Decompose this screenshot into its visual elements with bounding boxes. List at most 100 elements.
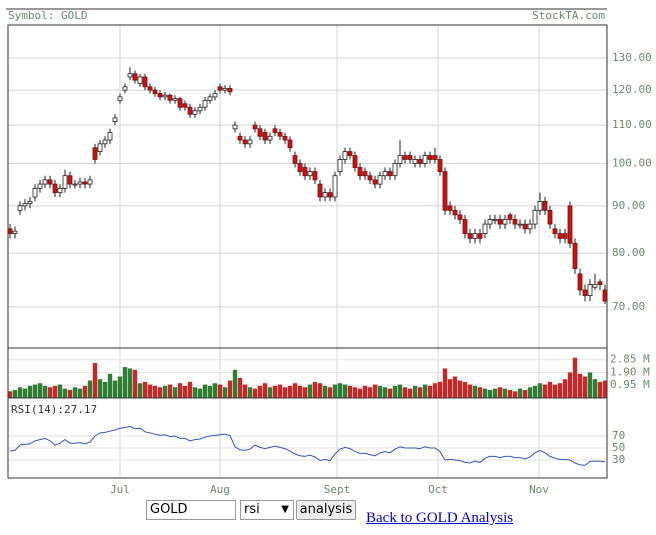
volume-bar xyxy=(187,381,193,398)
volume-bar xyxy=(472,385,478,398)
volume-bar xyxy=(42,385,48,398)
x-tick-label: Oct xyxy=(428,483,448,496)
symbol-input[interactable]: GOLD xyxy=(146,500,236,520)
indicator-select[interactable]: rsi ▼ xyxy=(240,500,294,520)
volume-bar xyxy=(202,384,208,398)
candle-body xyxy=(552,228,558,234)
candle-body xyxy=(532,209,538,225)
candle-body xyxy=(517,223,523,226)
volume-bar xyxy=(72,387,78,398)
candle-body xyxy=(332,175,338,198)
volume-bar xyxy=(142,381,148,398)
candle-body xyxy=(297,163,303,172)
volume-bar xyxy=(362,385,368,398)
volume-bar xyxy=(387,388,393,398)
volume-bar xyxy=(162,385,168,398)
volume-bar xyxy=(277,384,283,398)
candle-body xyxy=(102,139,108,145)
volume-bar xyxy=(122,367,128,398)
candle-body xyxy=(267,135,273,141)
volume-bar xyxy=(417,387,423,398)
volume-bar xyxy=(82,385,88,398)
volume-bar xyxy=(152,385,158,398)
volume-bar xyxy=(492,388,498,398)
volume-bar xyxy=(127,368,133,398)
candle-body xyxy=(312,171,318,181)
candle-body xyxy=(192,110,198,115)
volume-bar xyxy=(252,388,258,398)
volume-bar xyxy=(407,388,413,398)
volume-bar xyxy=(327,387,333,398)
candle-body xyxy=(57,187,63,194)
volume-bar xyxy=(192,387,198,398)
volume-bar xyxy=(522,389,528,398)
candle-body xyxy=(272,128,278,133)
candle-body xyxy=(327,192,333,198)
candle-body xyxy=(397,155,403,164)
volume-bar xyxy=(167,384,173,398)
candle-body xyxy=(577,273,583,291)
volume-bar xyxy=(112,380,118,398)
rsi-tick-label: 30 xyxy=(612,453,625,466)
candle-body xyxy=(77,181,83,185)
volume-bar xyxy=(97,379,103,398)
candle-body xyxy=(387,171,393,177)
candle-body xyxy=(287,139,293,149)
analysis-button[interactable]: analysis xyxy=(296,500,356,520)
candle-body xyxy=(212,93,218,98)
candle-body xyxy=(322,192,328,198)
candle-body xyxy=(522,223,528,230)
volume-bar xyxy=(482,388,488,398)
y-tick-label: 120.00 xyxy=(612,83,652,96)
candle-body xyxy=(62,175,68,189)
volume-bar xyxy=(292,383,298,398)
volume-bar xyxy=(567,372,573,398)
candle-body xyxy=(367,175,373,181)
candle-body xyxy=(447,205,453,211)
candle-body xyxy=(127,73,133,78)
candle-body xyxy=(97,143,103,152)
volume-bar xyxy=(377,385,383,398)
select-value: rsi xyxy=(244,502,260,517)
candle-body xyxy=(72,183,78,186)
volume-bar xyxy=(337,383,343,398)
y-tick-label: 100.00 xyxy=(612,156,652,169)
volume-bar xyxy=(357,388,363,398)
volume-bar xyxy=(462,381,468,398)
candle-body xyxy=(472,233,478,239)
volume-tick-label: 1.90 M xyxy=(610,365,650,378)
volume-bar xyxy=(257,385,263,398)
rsi-line xyxy=(9,425,606,466)
candle-body xyxy=(217,86,223,91)
candle-body xyxy=(92,147,98,160)
rsi-tick-label: 70 xyxy=(612,429,625,442)
candle-body xyxy=(452,209,458,216)
candle-body xyxy=(182,103,188,108)
candle-body xyxy=(547,209,553,225)
symbol-label: Symbol: GOLD xyxy=(8,9,87,22)
candle-body xyxy=(372,179,378,185)
volume-bar xyxy=(322,385,328,398)
site-name: StockTA.com xyxy=(532,9,605,22)
volume-tick-label: 0.95 M xyxy=(610,378,650,391)
volume-tick-label: 2.85 M xyxy=(610,353,650,366)
volume-bar xyxy=(317,383,323,398)
candle-body xyxy=(7,228,13,234)
volume-bar xyxy=(477,387,483,398)
y-tick-label: 80.00 xyxy=(612,246,645,259)
volume-bar xyxy=(517,388,523,398)
volume-bar xyxy=(147,384,153,398)
candle-body xyxy=(237,135,243,141)
volume-bar xyxy=(342,384,348,398)
candle-body xyxy=(487,219,493,225)
volume-bar xyxy=(157,387,163,398)
candle-body xyxy=(357,167,363,177)
back-link[interactable]: Back to GOLD Analysis xyxy=(366,510,514,526)
volume-bar xyxy=(302,387,308,398)
volume-bar xyxy=(502,388,508,398)
volume-bar xyxy=(562,379,568,398)
candle-body xyxy=(172,98,178,101)
x-tick-label: Aug xyxy=(210,483,230,496)
candle-body xyxy=(492,219,498,221)
